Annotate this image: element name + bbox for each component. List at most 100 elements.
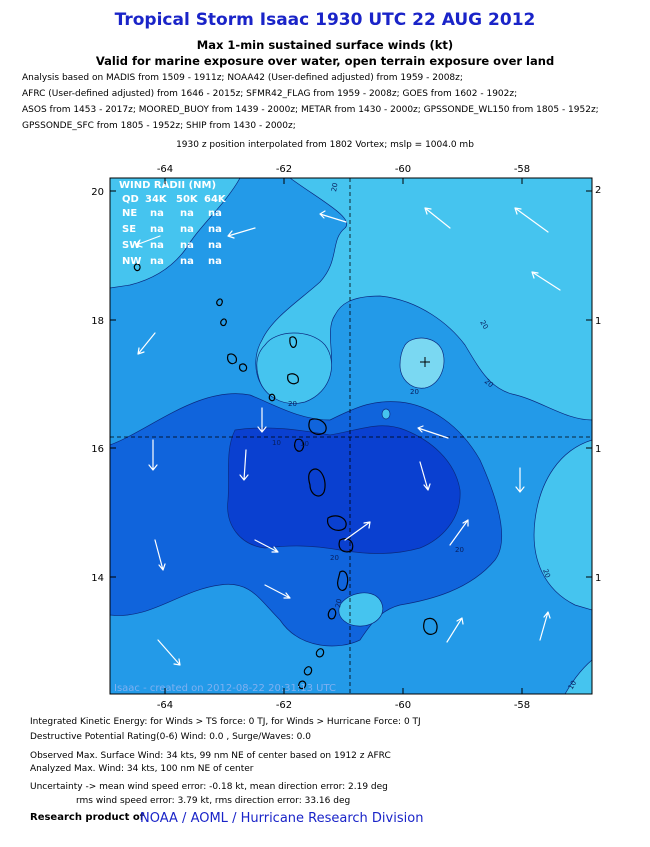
- wind-radii-title: WIND RADII (NM): [119, 180, 216, 191]
- lat-tick-left: 18: [91, 316, 104, 327]
- wind-arrow: [446, 617, 464, 643]
- wind-radii-value: na: [150, 224, 164, 235]
- wind-arrow: [257, 407, 267, 433]
- lon-tick-bottom: -60: [395, 700, 411, 710]
- source-line-4: GPSSONDE_SFC from 1805 - 1952z; SHIP fro…: [22, 121, 296, 131]
- wind-radii-value: na: [150, 256, 164, 267]
- wind-radii-quadrant: SE: [122, 224, 136, 235]
- contour-label: 20: [541, 568, 552, 579]
- wind-radii-value: na: [208, 224, 222, 235]
- axis-ticks: [110, 178, 592, 694]
- creation-stamp: Isaac - created on 2012-08-22 20:31:13 U…: [114, 683, 336, 694]
- wind-radii-value: na: [150, 208, 164, 219]
- position-note: 1930 z position interpolated from 1802 V…: [176, 140, 474, 150]
- wind-radii-quadrant: NE: [122, 208, 137, 219]
- island-coastline: [216, 298, 223, 307]
- lon-tick-top: -58: [514, 164, 530, 175]
- source-line-2: AFRC (User-defined adjusted) from 1646 -…: [22, 89, 518, 99]
- wind-arrow: [239, 449, 249, 481]
- contour-label: 20: [483, 377, 495, 389]
- wind-radii-value: na: [150, 240, 164, 251]
- wind-radii-header: 64K: [204, 194, 227, 205]
- lat-tick-left: 14: [91, 573, 104, 584]
- aoml-link[interactable]: AOML: [190, 811, 228, 826]
- lon-tick-top: -62: [276, 164, 292, 175]
- contour-below-10: [227, 425, 461, 554]
- wind-arrow: [148, 439, 158, 471]
- contour-label: 20: [334, 598, 343, 608]
- source-line-3: ASOS from 1453 - 2017z; MOORED_BUOY from…: [22, 105, 599, 115]
- contour-30-plus: [399, 337, 445, 389]
- wind-vectors: [135, 207, 561, 666]
- noaa-link[interactable]: NOAA: [140, 811, 178, 826]
- lat-tick-right: 1: [595, 444, 601, 455]
- island-coastline: [289, 336, 298, 348]
- wind-radii-header: QD: [122, 194, 139, 205]
- wind-radii-table: WIND RADII (NM) QD 34K 50K 64K NE na na …: [119, 180, 227, 267]
- wind-radii-value: na: [180, 256, 194, 267]
- island-coastline: [423, 617, 438, 635]
- contour-label: 10: [300, 440, 309, 448]
- wind-arrow: [419, 461, 431, 491]
- island-coastline: [337, 570, 349, 592]
- lon-tick-bottom: -58: [514, 700, 530, 710]
- lat-tick-right: 1: [595, 573, 601, 584]
- hrd-link[interactable]: Hurricane Research Division: [240, 811, 424, 826]
- lon-tick-top: -64: [157, 164, 173, 175]
- uncertainty-line-2: rms wind speed error: 3.79 kt, rms direc…: [76, 796, 351, 806]
- wind-field-map: -64 -62 -60 -58 -64 -62 -60 -58 20 18 16…: [91, 164, 601, 710]
- island-coastlines: [133, 263, 438, 690]
- source-line-1: Analysis based on MADIS from 1509 - 1911…: [22, 73, 463, 83]
- observed-max-line: Observed Max. Surface Wind: 34 kts, 99 n…: [30, 751, 391, 761]
- island-coastline: [315, 648, 325, 658]
- wind-radii-value: na: [208, 208, 222, 219]
- map-subtitle-2: Valid for marine exposure over water, op…: [95, 54, 555, 68]
- lon-tick-bottom: -64: [157, 700, 173, 710]
- wind-arrow: [531, 271, 561, 291]
- island-coastline: [238, 363, 248, 372]
- wind-arrow: [515, 467, 525, 493]
- wind-radii-quadrant: NW: [122, 256, 141, 267]
- wind-arrow: [449, 519, 469, 546]
- wind-arrow: [344, 521, 371, 541]
- wind-arrow: [135, 235, 161, 248]
- wind-radii-quadrant: SW: [122, 240, 140, 251]
- wind-radii-value: na: [180, 224, 194, 235]
- island-coastline: [227, 353, 237, 365]
- island-coastline: [308, 468, 326, 497]
- contour-label: 20: [330, 554, 339, 562]
- island-coastline: [327, 608, 337, 620]
- storm-center-marker: [420, 357, 430, 367]
- separator: /: [232, 811, 237, 826]
- wind-arrow: [157, 639, 181, 666]
- wind-arrow: [227, 227, 256, 239]
- uncertainty-line-1: Uncertainty -> mean wind speed error: -0…: [30, 782, 388, 792]
- island-coastline: [298, 680, 307, 690]
- lat-tick-right: 1: [595, 316, 601, 327]
- map-subtitle-1: Max 1-min sustained surface winds (kt): [196, 38, 454, 52]
- lon-tick-top: -60: [395, 164, 411, 175]
- wind-arrow: [417, 425, 449, 439]
- research-label: Research product of: [30, 812, 145, 823]
- island-coastline: [220, 318, 227, 327]
- contour-label: 20: [455, 546, 464, 554]
- map-frame: [109, 177, 593, 695]
- wind-arrow: [319, 210, 347, 223]
- lat-tick-right: 2: [595, 185, 601, 196]
- contour-20-plus: [256, 332, 332, 404]
- wind-arrow: [514, 207, 549, 233]
- dpr-line: Destructive Potential Rating(0-6) Wind: …: [30, 732, 311, 742]
- contour-20-plus: [564, 659, 592, 694]
- analyzed-max-line: Analyzed Max. Wind: 34 kts, 100 nm NE of…: [30, 764, 254, 774]
- wind-radii-value: na: [208, 256, 222, 267]
- wind-radii-value: na: [180, 208, 194, 219]
- wind-arrow: [154, 539, 166, 571]
- map-title: Tropical Storm Isaac 1930 UTC 22 AUG 201…: [114, 10, 536, 30]
- contour-label: 20: [478, 319, 489, 331]
- contour-20-plus: [533, 439, 592, 611]
- contour-label: 10: [567, 679, 578, 691]
- wind-arrow: [424, 207, 451, 229]
- ike-line: Integrated Kinetic Energy: for Winds > T…: [30, 717, 421, 727]
- wind-radii-value: na: [208, 240, 222, 251]
- island-coastline: [326, 515, 347, 531]
